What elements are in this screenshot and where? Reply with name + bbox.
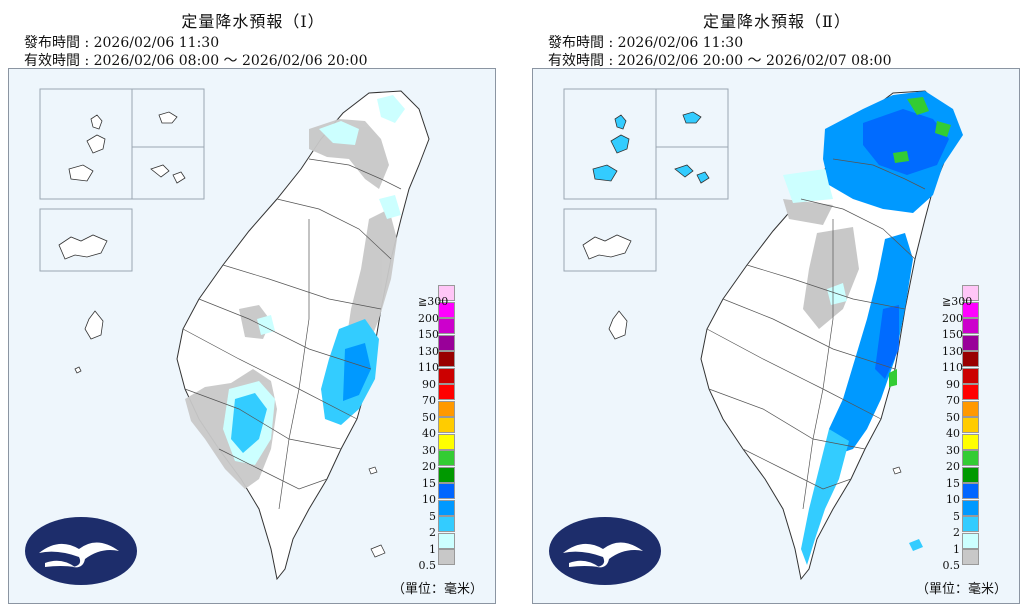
issue-time: 發布時間 : 2026/02/06 11:30 bbox=[548, 35, 744, 51]
precipitation-map: ≧300 200 150 130 110 90 70 50 40 30 20 15 10 5 2 1 0.5 （… bbox=[8, 68, 496, 604]
legend-label: 110 bbox=[942, 361, 963, 374]
panel-title: 定量降水預報（Ⅰ） bbox=[181, 12, 325, 31]
legend-label: 70 bbox=[422, 394, 436, 407]
legend-label: 90 bbox=[946, 377, 960, 391]
precipitation-map: ≧300 200 150 130 110 90 70 50 40 30 20 15 10 5 2 1 0.5 （… bbox=[532, 68, 1020, 604]
legend-swatch bbox=[962, 301, 979, 318]
legend-swatch bbox=[962, 499, 979, 516]
legend-swatch bbox=[438, 450, 455, 466]
legend-swatch bbox=[438, 301, 455, 318]
legend-swatch bbox=[962, 400, 979, 417]
legend-swatch bbox=[438, 483, 455, 499]
legend-label: 40 bbox=[422, 427, 436, 440]
legend-label: ≧300 bbox=[942, 295, 973, 308]
legend-swatch bbox=[962, 318, 979, 334]
legend-label: 2 bbox=[953, 526, 960, 539]
legend-swatch bbox=[438, 367, 455, 384]
legend-label: 90 bbox=[422, 377, 436, 391]
legend-swatch bbox=[962, 516, 979, 532]
legend-swatch bbox=[962, 549, 979, 565]
legend-swatch bbox=[962, 483, 979, 499]
legend-label: 1 bbox=[429, 542, 436, 556]
legend-swatch bbox=[438, 466, 455, 483]
legend-label: 110 bbox=[418, 361, 439, 374]
cwa-logo bbox=[549, 517, 661, 585]
legend-label: 10 bbox=[946, 493, 960, 506]
legend-swatch bbox=[438, 285, 455, 301]
legend-swatch bbox=[438, 433, 455, 450]
rainfall-legend: ≧300 200 150 130 110 90 70 50 40 30 20 15 10 5 2 1 0.5 bbox=[942, 285, 1006, 575]
legend-swatch bbox=[438, 549, 455, 565]
taiwan-island bbox=[700, 90, 954, 581]
legend-label: 30 bbox=[946, 443, 960, 457]
cwa-logo bbox=[25, 517, 137, 585]
taiwan-island bbox=[176, 90, 430, 581]
inset-box-kinmen bbox=[563, 88, 657, 200]
legend-swatch bbox=[962, 334, 979, 351]
legend-swatch bbox=[438, 499, 455, 516]
inset-box-matsu-south bbox=[655, 146, 729, 200]
legend-swatch bbox=[438, 334, 455, 351]
legend-swatch bbox=[962, 367, 979, 384]
issue-time: 發布時間 : 2026/02/06 11:30 bbox=[24, 35, 220, 51]
legend-swatch bbox=[438, 516, 455, 532]
legend-swatch bbox=[962, 417, 979, 433]
legend-swatch bbox=[438, 417, 455, 433]
legend-swatch bbox=[438, 400, 455, 417]
forecast-panel-2: 定量降水預報（Ⅱ） 發布時間 : 2026/02/06 11:30 有效時間 :… bbox=[532, 0, 1022, 611]
legend-label: ≧300 bbox=[418, 295, 449, 308]
legend-label: 0.5 bbox=[942, 559, 961, 572]
unit-label: （單位：毫米） bbox=[391, 582, 483, 597]
panel-title: 定量降水預報（Ⅱ） bbox=[703, 12, 851, 31]
inset-box-wuqiu bbox=[563, 208, 657, 272]
legend-label: 150 bbox=[942, 328, 963, 341]
legend-label: 200 bbox=[418, 311, 439, 325]
legend-swatch bbox=[438, 532, 455, 549]
legend-label: 130 bbox=[942, 344, 963, 358]
legend-swatch bbox=[962, 351, 979, 367]
forecast-panel-1: 定量降水預報（Ⅰ） 發布時間 : 2026/02/06 11:30 有效時間 :… bbox=[8, 0, 498, 611]
legend-label: 20 bbox=[946, 460, 960, 473]
legend-swatch bbox=[962, 384, 979, 400]
legend-label: 5 bbox=[953, 509, 960, 523]
legend-swatch bbox=[962, 285, 979, 301]
legend-label: 1 bbox=[953, 542, 960, 556]
legend-label: 70 bbox=[946, 394, 960, 407]
legend-swatch bbox=[438, 351, 455, 367]
legend-swatch bbox=[438, 384, 455, 400]
legend-label: 15 bbox=[946, 476, 960, 490]
legend-label: 20 bbox=[422, 460, 436, 473]
legend-swatch bbox=[438, 318, 455, 334]
inset-box-matsu-south bbox=[131, 146, 205, 200]
inset-box-wuqiu bbox=[39, 208, 133, 272]
rainfall-legend: ≧300 200 150 130 110 90 70 50 40 30 20 15 10 5 2 1 0.5 bbox=[418, 285, 482, 575]
taiwan-map bbox=[549, 88, 963, 585]
legend-label: 200 bbox=[942, 311, 963, 325]
legend-label: 30 bbox=[422, 443, 436, 457]
legend-label: 130 bbox=[418, 344, 439, 358]
legend-label: 10 bbox=[422, 493, 436, 506]
legend-swatch bbox=[962, 466, 979, 483]
legend-label: 50 bbox=[422, 410, 436, 424]
legend-label: 40 bbox=[946, 427, 960, 440]
legend-label: 150 bbox=[418, 328, 439, 341]
legend-swatch bbox=[962, 532, 979, 549]
legend-label: 15 bbox=[422, 476, 436, 490]
unit-label: （單位：毫米） bbox=[915, 582, 1007, 597]
legend-swatch bbox=[962, 433, 979, 450]
valid-time: 有效時間 : 2026/02/06 20:00 ～ 2026/02/07 08:… bbox=[548, 53, 892, 69]
legend-label: 0.5 bbox=[418, 559, 437, 572]
valid-time: 有效時間 : 2026/02/06 08:00 ～ 2026/02/06 20:… bbox=[24, 53, 368, 69]
inset-box-kinmen bbox=[39, 88, 133, 200]
taiwan-map bbox=[25, 88, 430, 585]
legend-swatch bbox=[962, 450, 979, 466]
legend-label: 2 bbox=[429, 526, 436, 539]
legend-label: 5 bbox=[429, 509, 436, 523]
legend-label: 50 bbox=[946, 410, 960, 424]
